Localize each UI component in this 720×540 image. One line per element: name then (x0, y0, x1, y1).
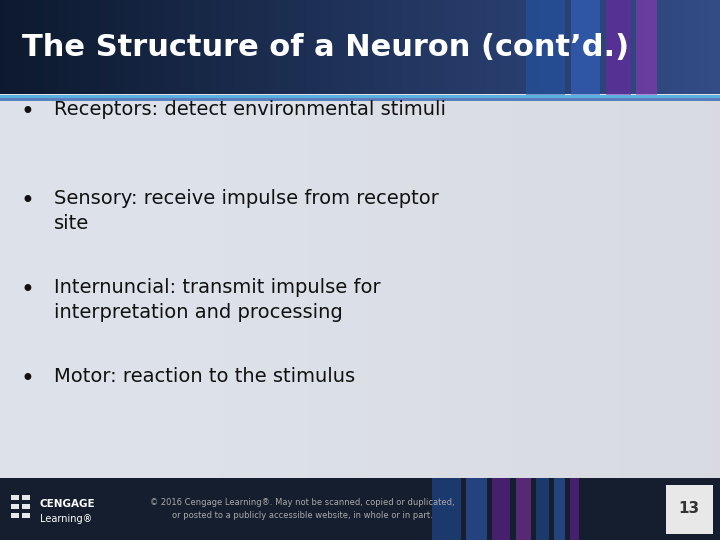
Text: CENGAGE: CENGAGE (40, 498, 95, 509)
Text: Learning®: Learning® (40, 514, 92, 524)
Bar (11, 504, 19, 509)
Bar (0, 98, 720, 101)
Text: Receptors: detect environmental stimuli: Receptors: detect environmental stimuli (54, 100, 446, 119)
Bar (22, 496, 30, 500)
Bar (492, 478, 510, 540)
Bar (636, 0, 657, 94)
Bar (666, 485, 713, 534)
Bar (554, 478, 565, 540)
Bar (11, 496, 19, 500)
Text: •: • (20, 100, 35, 124)
Bar (571, 0, 600, 94)
Bar (516, 478, 531, 540)
Text: •: • (20, 278, 35, 302)
Bar (0, 478, 720, 540)
Bar (466, 478, 487, 540)
Bar (11, 513, 19, 517)
Text: 13: 13 (678, 502, 700, 516)
Text: Sensory: receive impulse from receptor
site: Sensory: receive impulse from receptor s… (54, 189, 439, 233)
Bar (0, 94, 720, 98)
Bar (606, 0, 631, 94)
Bar (526, 0, 565, 94)
Bar (536, 478, 549, 540)
Bar (0, 0, 720, 478)
Bar (570, 478, 579, 540)
Text: Internuncial: transmit impulse for
interpretation and processing: Internuncial: transmit impulse for inter… (54, 278, 381, 322)
Text: The Structure of a Neuron (cont’d.): The Structure of a Neuron (cont’d.) (22, 33, 629, 62)
Bar (22, 504, 30, 509)
Text: •: • (20, 367, 35, 391)
Text: Motor: reaction to the stimulus: Motor: reaction to the stimulus (54, 367, 355, 386)
Text: •: • (20, 189, 35, 213)
Bar (432, 478, 461, 540)
Text: © 2016 Cengage Learning®. May not be scanned, copied or duplicated,
or posted to: © 2016 Cengage Learning®. May not be sca… (150, 498, 455, 520)
Bar (22, 513, 30, 517)
